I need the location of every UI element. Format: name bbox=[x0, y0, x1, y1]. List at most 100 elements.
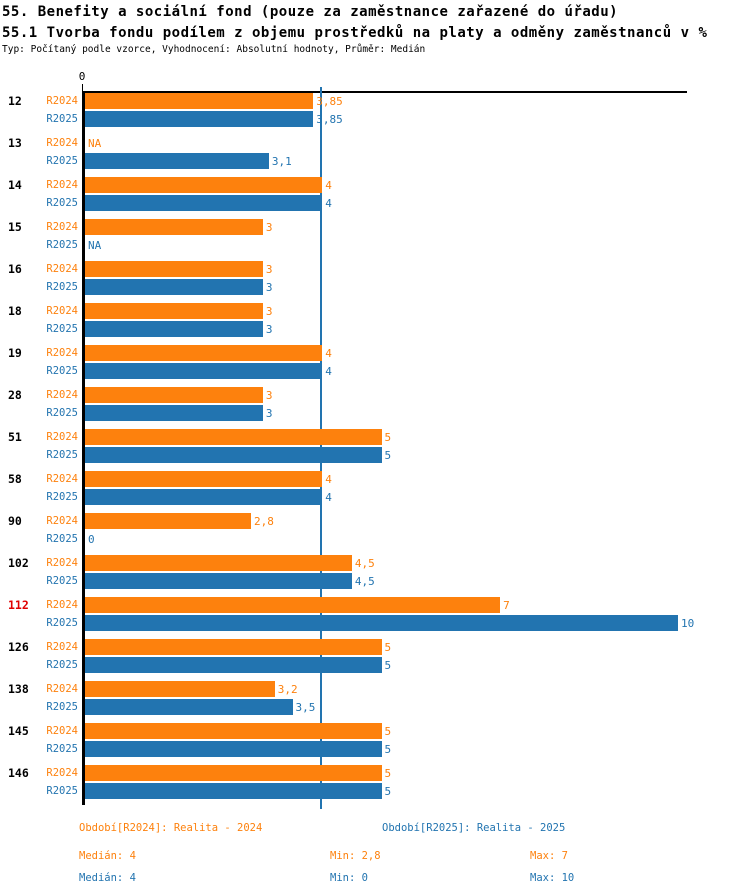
value-label-r2025-51: 5 bbox=[384, 449, 392, 462]
value-label-r2025-145: 5 bbox=[384, 743, 392, 756]
value-label-r2025-112: 10 bbox=[681, 617, 695, 630]
bar-r2025-102 bbox=[85, 573, 352, 589]
category-label-145: 145 bbox=[8, 724, 29, 738]
series-label-r2025: R2025 bbox=[46, 743, 78, 755]
bar-r2024-12 bbox=[85, 93, 314, 109]
bar-r2025-138 bbox=[85, 699, 293, 715]
bar-r2024-16 bbox=[85, 261, 263, 277]
series-label-r2025: R2025 bbox=[46, 239, 78, 251]
category-label-102: 102 bbox=[8, 556, 29, 570]
value-label-r2024-13: NA bbox=[88, 137, 102, 150]
bar-r2024-112 bbox=[85, 597, 501, 613]
series-label-r2025: R2025 bbox=[46, 365, 78, 377]
series-label-r2024: R2024 bbox=[46, 641, 78, 653]
category-label-13: 13 bbox=[8, 136, 22, 150]
series-label-r2025: R2025 bbox=[46, 701, 78, 713]
value-label-r2024-102: 4,5 bbox=[354, 557, 375, 570]
value-label-r2024-12: 3,85 bbox=[316, 95, 343, 108]
bar-r2024-19 bbox=[85, 345, 323, 361]
category-label-14: 14 bbox=[8, 178, 22, 192]
series-label-r2024: R2024 bbox=[46, 683, 78, 695]
stat-median-r2024: Medián: 4 bbox=[79, 850, 136, 862]
bar-r2025-28 bbox=[85, 405, 263, 421]
value-label-r2024-18: 3 bbox=[265, 305, 273, 318]
value-label-r2024-90: 2,8 bbox=[254, 515, 274, 528]
value-label-r2025-138: 3,5 bbox=[295, 701, 316, 714]
series-label-r2024: R2024 bbox=[46, 263, 78, 275]
series-label-r2025: R2025 bbox=[46, 281, 78, 293]
bar-r2025-13 bbox=[85, 153, 269, 169]
category-label-146: 146 bbox=[8, 766, 29, 780]
value-label-r2025-126: 5 bbox=[384, 659, 392, 672]
series-label-r2025: R2025 bbox=[46, 491, 78, 503]
value-label-r2024-126: 5 bbox=[384, 641, 392, 654]
legend-r2024: Období[R2024]: Realita - 2024 bbox=[79, 822, 263, 834]
series-label-r2025: R2025 bbox=[46, 533, 78, 545]
bar-r2025-12 bbox=[85, 111, 314, 127]
bar-r2024-126 bbox=[85, 639, 382, 655]
value-label-r2024-14: 4 bbox=[325, 179, 332, 192]
x-axis-zero-tick-label: 0 bbox=[78, 70, 86, 83]
bar-r2024-14 bbox=[85, 177, 323, 193]
legend-r2025: Období[R2025]: Realita - 2025 bbox=[382, 822, 566, 834]
category-label-51: 51 bbox=[8, 430, 22, 444]
series-label-r2025: R2025 bbox=[46, 407, 78, 419]
bar-r2024-146 bbox=[85, 765, 382, 781]
series-label-r2024: R2024 bbox=[46, 221, 78, 233]
value-label-r2025-102: 4,5 bbox=[354, 575, 375, 588]
value-label-r2025-18: 3 bbox=[265, 323, 273, 336]
series-label-r2024: R2024 bbox=[46, 557, 78, 569]
value-label-r2024-28: 3 bbox=[265, 389, 273, 402]
category-label-138: 138 bbox=[8, 682, 29, 696]
bar-r2024-51 bbox=[85, 429, 382, 445]
value-label-r2025-58: 4 bbox=[325, 491, 332, 504]
bar-r2025-145 bbox=[85, 741, 382, 757]
value-label-r2024-145: 5 bbox=[384, 725, 392, 738]
value-label-r2024-51: 5 bbox=[384, 431, 392, 444]
category-label-90: 90 bbox=[8, 514, 22, 528]
series-label-r2024: R2024 bbox=[46, 599, 78, 611]
bar-r2024-28 bbox=[85, 387, 263, 403]
value-label-r2024-138: 3,2 bbox=[277, 683, 298, 696]
stat-max-r2025: Max: 10 bbox=[530, 872, 575, 884]
series-label-r2025: R2025 bbox=[46, 785, 78, 797]
stat-max-r2024: Max: 7 bbox=[530, 850, 568, 862]
bar-r2025-112 bbox=[85, 615, 678, 631]
category-label-58: 58 bbox=[8, 472, 22, 486]
value-label-r2024-146: 5 bbox=[384, 767, 392, 780]
series-label-r2025: R2025 bbox=[46, 575, 78, 587]
category-label-112: 112 bbox=[8, 598, 29, 612]
bar-r2024-58 bbox=[85, 471, 323, 487]
value-label-r2024-112: 7 bbox=[503, 599, 510, 612]
series-label-r2025: R2025 bbox=[46, 197, 78, 209]
bar-r2025-51 bbox=[85, 447, 382, 463]
category-label-12: 12 bbox=[8, 94, 22, 108]
bar-r2024-102 bbox=[85, 555, 352, 571]
x-axis-zero-tick bbox=[82, 84, 83, 92]
category-label-15: 15 bbox=[8, 220, 22, 234]
category-label-16: 16 bbox=[8, 262, 22, 276]
series-label-r2024: R2024 bbox=[46, 179, 78, 191]
value-label-r2024-16: 3 bbox=[265, 263, 273, 276]
value-label-r2025-19: 4 bbox=[325, 365, 332, 378]
series-label-r2024: R2024 bbox=[46, 725, 78, 737]
value-label-r2025-28: 3 bbox=[265, 407, 273, 420]
value-label-r2025-90: 0 bbox=[88, 533, 95, 546]
bar-r2024-15 bbox=[85, 219, 263, 235]
series-label-r2024: R2024 bbox=[46, 95, 78, 107]
category-label-19: 19 bbox=[8, 346, 22, 360]
series-label-r2024: R2024 bbox=[46, 347, 78, 359]
value-label-r2025-146: 5 bbox=[384, 785, 392, 798]
bar-r2025-126 bbox=[85, 657, 382, 673]
x-axis-line bbox=[82, 91, 687, 93]
series-label-r2025: R2025 bbox=[46, 155, 78, 167]
category-label-28: 28 bbox=[8, 388, 22, 402]
bar-r2024-138 bbox=[85, 681, 275, 697]
y-axis-line bbox=[82, 92, 85, 805]
value-label-r2025-15: NA bbox=[88, 239, 102, 252]
series-label-r2024: R2024 bbox=[46, 305, 78, 317]
stat-min-r2024: Min: 2,8 bbox=[330, 850, 381, 862]
series-label-r2024: R2024 bbox=[46, 431, 78, 443]
stat-median-r2025: Medián: 4 bbox=[79, 872, 136, 884]
